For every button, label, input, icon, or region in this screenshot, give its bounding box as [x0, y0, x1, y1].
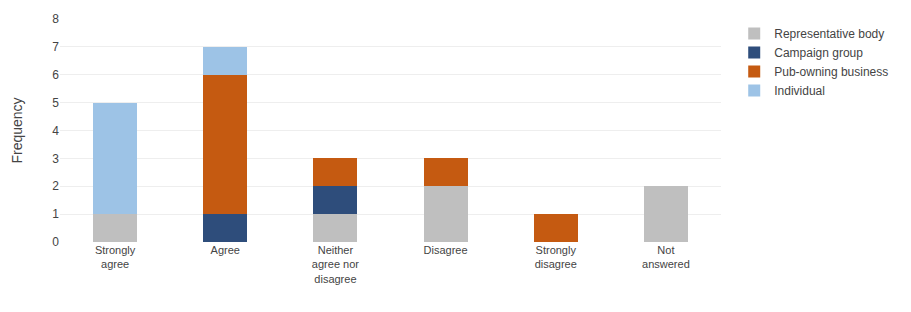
svg-text:Disagree: Disagree	[424, 244, 468, 256]
svg-text:Stronglydisagree: Stronglydisagree	[535, 244, 577, 270]
svg-text:2: 2	[52, 179, 59, 193]
svg-text:Frequency: Frequency	[9, 97, 25, 163]
svg-text:Campaign group: Campaign group	[774, 46, 863, 60]
svg-text:5: 5	[52, 96, 59, 110]
svg-text:Neitheragree nordisagree: Neitheragree nordisagree	[312, 244, 359, 285]
svg-text:8: 8	[52, 12, 59, 26]
svg-text:Representative body: Representative body	[774, 27, 884, 41]
svg-text:Notanswered: Notanswered	[642, 244, 690, 270]
svg-text:1: 1	[52, 207, 59, 221]
svg-text:6: 6	[52, 68, 59, 82]
svg-text:3: 3	[52, 152, 59, 166]
svg-text:Individual: Individual	[774, 84, 825, 98]
svg-text:7: 7	[52, 40, 59, 54]
svg-text:4: 4	[52, 124, 59, 138]
svg-text:Pub-owning business: Pub-owning business	[774, 65, 888, 79]
svg-text:Agree: Agree	[211, 244, 240, 256]
svg-text:Stronglyagree: Stronglyagree	[95, 244, 136, 270]
svg-text:0: 0	[52, 235, 59, 249]
